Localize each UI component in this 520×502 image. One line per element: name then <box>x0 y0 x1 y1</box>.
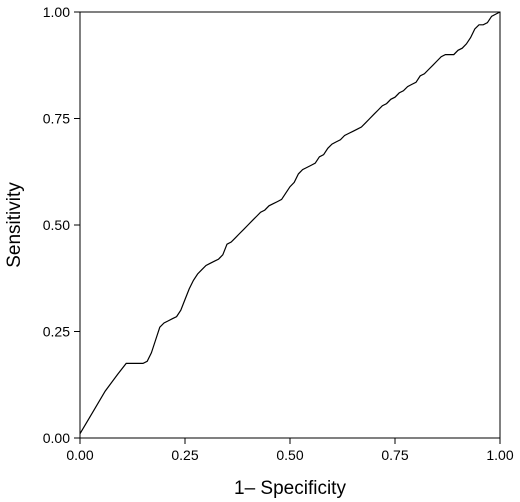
x-tick-label: 0.00 <box>66 447 93 463</box>
y-axis-ticks: 0.00 0.25 0.50 0.75 1.00 <box>43 4 80 446</box>
plot-frame <box>79 11 501 439</box>
x-tick-label: 0.75 <box>381 447 408 463</box>
x-tick-label: 1.00 <box>486 447 513 463</box>
x-axis-ticks: 0.00 0.25 0.50 0.75 1.00 <box>66 438 514 463</box>
x-tick-label: 0.25 <box>171 447 198 463</box>
y-tick-label: 1.00 <box>43 4 70 20</box>
y-tick-label: 0.25 <box>43 324 70 340</box>
x-tick-label: 0.50 <box>276 447 303 463</box>
x-axis-title: 1– Specificity <box>234 478 346 499</box>
roc-curve-line <box>79 11 501 435</box>
y-axis-title: Sensitivity <box>4 182 25 268</box>
y-tick-label: 0.75 <box>43 111 70 127</box>
y-tick-label: 0.00 <box>43 430 70 446</box>
y-tick-label: 0.50 <box>43 217 70 233</box>
